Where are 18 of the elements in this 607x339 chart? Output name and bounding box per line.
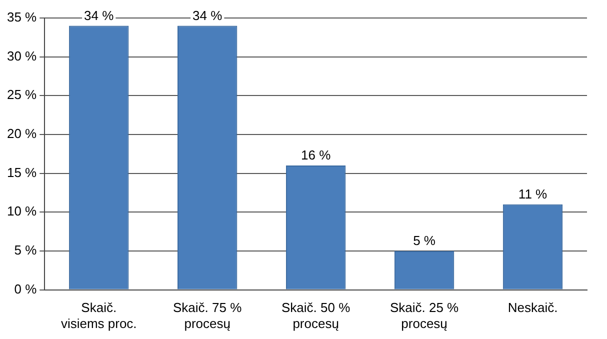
data-label: 34 % <box>192 8 223 23</box>
x-tick-label: Skaič. 25 % procesų <box>390 300 460 331</box>
x-tick-label: Skaič. 75 % procesų <box>173 300 242 331</box>
data-label: 16 % <box>300 148 332 163</box>
y-tick-label: 15 % <box>6 164 38 180</box>
data-label: 34 % <box>84 8 114 23</box>
data-label: 5 % <box>413 233 436 248</box>
y-tick-label: 5 % <box>14 242 38 258</box>
x-tick-label: Skaič. visiems proc. <box>60 300 137 331</box>
y-tick-label: 35 % <box>6 10 38 25</box>
y-tick-label: 25 % <box>6 87 38 102</box>
x-tick-label: Skaič. 50 % procesų <box>281 300 351 331</box>
data-label: 11 % <box>518 186 548 202</box>
x-tick-label: Neskaič. <box>508 300 558 316</box>
y-tick-label: 30 % <box>6 48 38 64</box>
y-tick-label: 0 % <box>14 281 38 296</box>
y-tick-label: 20 % <box>6 126 38 142</box>
y-tick-label: 10 % <box>6 204 38 219</box>
